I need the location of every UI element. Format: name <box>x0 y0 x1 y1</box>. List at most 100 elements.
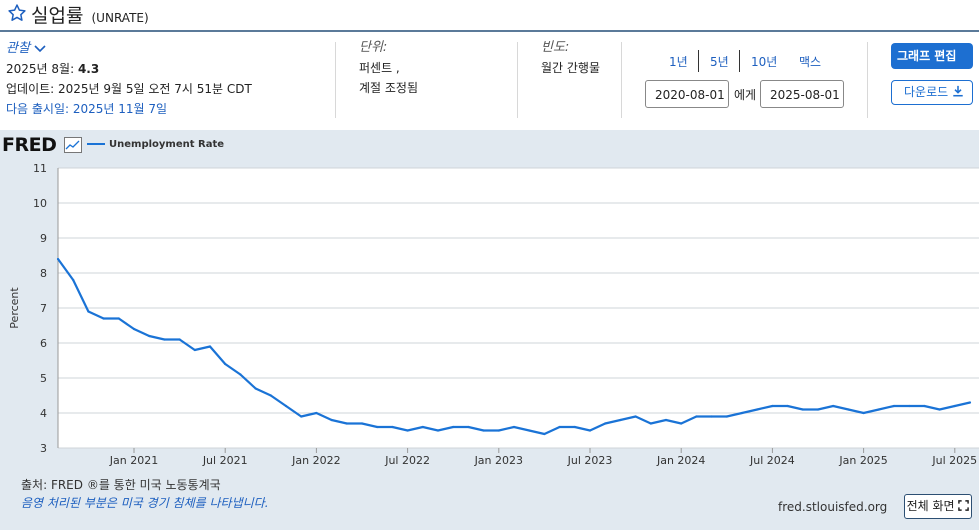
y-tick-label: 5 <box>40 372 47 385</box>
y-tick-label: 10 <box>33 197 47 210</box>
data-point <box>193 348 196 352</box>
data-point <box>725 415 728 418</box>
data-point <box>543 432 546 436</box>
x-tick-label: Jan 2024 <box>656 454 705 467</box>
download-label: 다운로드 <box>904 85 949 99</box>
data-point <box>72 278 75 282</box>
page-header: 실업률 (UNRATE) <box>0 0 979 32</box>
data-point <box>406 429 409 432</box>
x-tick-label: Jan 2021 <box>109 454 158 467</box>
data-point <box>56 257 60 261</box>
x-tick-label: Jan 2025 <box>838 454 887 467</box>
y-axis-label: Percent <box>8 287 21 329</box>
y-tick-label: 8 <box>40 267 47 280</box>
data-point <box>862 411 865 415</box>
data-point <box>300 415 303 418</box>
range-1y-button[interactable]: 1년 <box>669 55 688 69</box>
data-point <box>528 429 531 432</box>
data-point <box>224 362 227 366</box>
data-point <box>391 425 394 429</box>
y-tick-label: 11 <box>33 162 47 175</box>
units-adjustment: 계절 조정됨 <box>359 81 419 95</box>
data-point <box>254 387 257 390</box>
y-axis: 3 4 5 6 7 8 9 10 11 <box>33 162 47 455</box>
data-point <box>588 429 592 432</box>
data-point <box>132 327 136 331</box>
fred-logo: FRED <box>2 134 57 156</box>
data-point <box>269 394 272 397</box>
y-tick-label: 3 <box>40 442 47 455</box>
units-block: 단위: 퍼센트 , 계절 조정됨 <box>359 38 418 98</box>
divider <box>867 42 868 118</box>
data-point <box>497 429 500 432</box>
x-tick-label: Jan 2022 <box>291 454 340 467</box>
observation-toggle[interactable]: 관찰 <box>6 38 252 59</box>
data-point <box>695 415 698 418</box>
legend-swatch <box>87 143 105 145</box>
data-point <box>710 415 713 418</box>
download-button[interactable]: 다운로드 <box>891 80 973 105</box>
x-tick-label: Jul 2021 <box>202 454 248 467</box>
observation-line: 2025년 8월: 4.3 <box>6 59 252 79</box>
chevron-down-icon <box>34 44 46 52</box>
data-point <box>558 425 561 429</box>
y-tick-label: 7 <box>40 302 47 315</box>
data-point <box>649 422 652 425</box>
range-max-button[interactable]: 맥스 <box>799 55 822 69</box>
data-point <box>756 408 759 411</box>
data-point <box>239 373 242 376</box>
units-value: 퍼센트 , <box>359 61 400 75</box>
star-icon[interactable] <box>7 3 27 23</box>
fullscreen-icon <box>958 500 970 511</box>
x-axis: Jan 2021 Jul 2021 Jan 2022 Jul 2022 Jan 2023… <box>109 448 977 467</box>
data-point <box>892 404 896 408</box>
data-point <box>740 411 744 415</box>
data-point <box>360 422 364 425</box>
x-tick-label: Jul 2022 <box>384 454 430 467</box>
data-point <box>102 317 105 320</box>
divider <box>517 42 518 118</box>
data-point <box>208 345 212 348</box>
data-point <box>786 404 789 408</box>
chart-trend-icon <box>64 137 82 153</box>
date-separator: 에게 <box>734 88 757 102</box>
range-5y-button[interactable]: 5년 <box>710 55 729 69</box>
observation-label: 관찰 <box>6 41 30 56</box>
date-from-input[interactable]: 2020-08-01 <box>645 80 729 108</box>
range-divider <box>739 50 740 72</box>
y-tick-label: 4 <box>40 407 47 420</box>
edit-graph-button[interactable]: 그래프 편집 <box>891 43 973 87</box>
data-point <box>148 334 151 338</box>
data-point <box>847 408 850 411</box>
x-tick-label: Jul 2025 <box>931 454 977 467</box>
data-point <box>953 404 956 408</box>
updated-text: 업데이트: 2025년 9월 5일 오전 7시 51분 CDT <box>6 82 252 96</box>
edit-graph-label: 그래프 편집 <box>897 49 957 63</box>
data-point <box>452 425 455 429</box>
grid <box>57 167 979 449</box>
fullscreen-button[interactable]: 전체 화면 <box>904 494 972 519</box>
legend: Unemployment Rate <box>87 139 224 150</box>
y-tick-label: 6 <box>40 337 47 350</box>
fred-url[interactable]: fred.stlouisfed.org <box>778 500 888 514</box>
data-point <box>178 338 181 341</box>
range-divider <box>698 50 699 72</box>
observation-value: 4.3 <box>77 62 100 76</box>
range-10y-button[interactable]: 10년 <box>751 55 778 69</box>
data-point <box>619 418 622 422</box>
data-point <box>923 404 926 408</box>
data-point <box>908 404 911 408</box>
frequency-label: 빈도: <box>541 40 570 55</box>
fullscreen-label: 전체 화면 <box>906 499 955 513</box>
data-point <box>436 429 440 432</box>
date-to-input[interactable]: 2025-08-01 <box>760 80 844 108</box>
data-point <box>376 425 379 429</box>
data-point <box>482 429 485 432</box>
next-release-link[interactable]: 다음 출시일: 2025년 11월 7일 <box>6 102 168 116</box>
data-point <box>771 404 774 408</box>
observation-date: 2025년 8월: <box>6 62 75 76</box>
data-point <box>163 338 166 341</box>
data-point <box>877 408 880 411</box>
download-icon <box>953 85 963 97</box>
data-point <box>573 425 576 429</box>
